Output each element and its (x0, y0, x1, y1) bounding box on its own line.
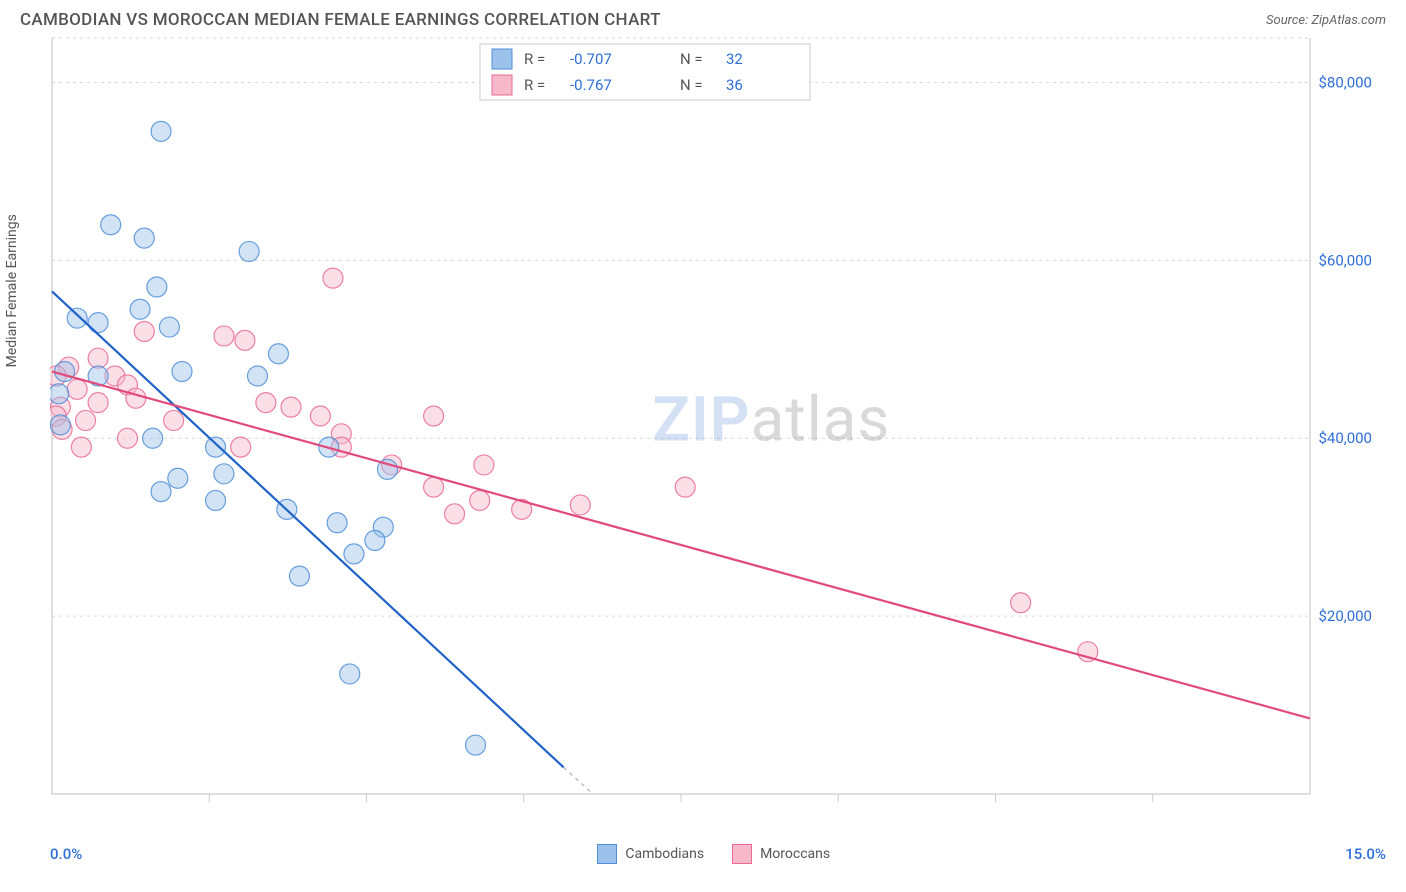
chart-header: CAMBODIAN VS MOROCCAN MEDIAN FEMALE EARN… (0, 0, 1406, 36)
legend-label: Moroccans (760, 846, 830, 862)
source-prefix: Source: (1266, 13, 1311, 28)
chart-source: Source: ZipAtlas.com (1266, 13, 1386, 28)
legend-swatch-icon (732, 844, 752, 864)
svg-text:$40,000: $40,000 (1318, 429, 1372, 447)
svg-text:36: 36 (726, 76, 743, 94)
x-axis-bar: 0.0% Cambodians Moroccans 15.0% (50, 844, 1386, 864)
svg-text:32: 32 (726, 50, 743, 68)
x-axis-max-label: 15.0% (1345, 845, 1386, 863)
svg-text:-0.767: -0.767 (570, 76, 612, 94)
x-axis-min-label: 0.0% (50, 845, 82, 863)
legend-label: Cambodians (625, 846, 704, 862)
svg-text:$80,000: $80,000 (1318, 73, 1372, 91)
svg-text:N =: N = (680, 50, 703, 68)
legend-swatch-icon (597, 844, 617, 864)
legend-item-cambodians: Cambodians (597, 844, 704, 864)
legend-item-moroccans: Moroccans (732, 844, 830, 864)
chart-title: CAMBODIAN VS MOROCCAN MEDIAN FEMALE EARN… (20, 10, 661, 30)
source-name: ZipAtlas.com (1311, 13, 1386, 28)
svg-text:$20,000: $20,000 (1318, 607, 1372, 625)
svg-text:-0.707: -0.707 (570, 50, 612, 68)
bottom-legend: Cambodians Moroccans (597, 844, 830, 864)
svg-text:$60,000: $60,000 (1318, 251, 1372, 269)
scatter-plot: $20,000 $40,000 $60,000 $80,000 R = -0.707 N =… (50, 36, 1380, 814)
svg-text:N =: N = (680, 76, 703, 94)
svg-text:R =: R = (524, 76, 545, 94)
chart-container: Median Female Earnings $20,000$40,000$60… (50, 36, 1386, 836)
y-axis-title: Median Female Earnings (4, 214, 20, 367)
svg-text:R =: R = (524, 50, 545, 68)
